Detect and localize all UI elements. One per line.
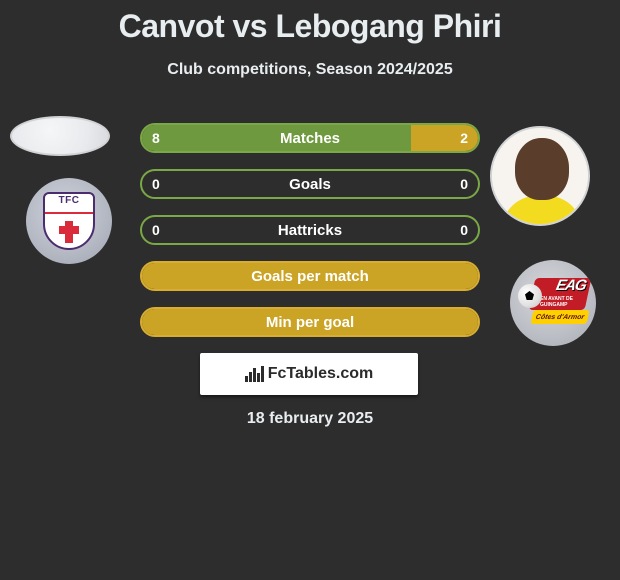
fctables-badge: FcTables.com xyxy=(200,353,418,395)
club-right-tiny: EN AVANT DE GUINGAMP xyxy=(540,296,588,308)
stat-label: Goals per match xyxy=(251,268,369,285)
stat-label: Matches xyxy=(280,130,340,147)
stat-right-value: 0 xyxy=(460,176,468,192)
stat-label: Goals xyxy=(289,176,331,193)
date-line: 18 february 2025 xyxy=(0,410,620,428)
stat-left-value: 0 xyxy=(152,176,160,192)
stat-label: Min per goal xyxy=(266,314,354,331)
fctables-label: FcTables.com xyxy=(268,365,374,383)
stat-left-value: 8 xyxy=(152,130,160,146)
club-right-strip: Côtes d'Armor xyxy=(531,310,590,324)
club-badge-left: TFC xyxy=(26,178,112,264)
subtitle: Club competitions, Season 2024/2025 xyxy=(0,61,620,79)
stats-block: 8 2 Matches 0 0 Goals 0 0 Hattricks Goals per mat… xyxy=(140,123,480,353)
club-badge-right: EAG EN AVANT DE GUINGAMP Côtes d'Armor xyxy=(510,260,596,346)
comparison-card: Canvot vs Lebogang Phiri Club competitio… xyxy=(0,0,620,580)
stat-left-value: 0 xyxy=(152,222,160,238)
bar-chart-icon xyxy=(245,366,264,382)
stat-row: 0 0 Hattricks xyxy=(140,215,480,245)
club-right-big: EAG xyxy=(554,277,587,294)
stat-right-value: 2 xyxy=(460,130,468,146)
player-right-avatar xyxy=(490,126,590,226)
player-left-avatar xyxy=(10,116,110,156)
page-title: Canvot vs Lebogang Phiri xyxy=(0,0,620,45)
stat-row: Goals per match xyxy=(140,261,480,291)
club-left-text: TFC xyxy=(45,195,93,206)
stat-label: Hattricks xyxy=(278,222,342,239)
stat-row: 0 0 Goals xyxy=(140,169,480,199)
stat-right-value: 0 xyxy=(460,222,468,238)
stat-row: Min per goal xyxy=(140,307,480,337)
stat-row: 8 2 Matches xyxy=(140,123,480,153)
